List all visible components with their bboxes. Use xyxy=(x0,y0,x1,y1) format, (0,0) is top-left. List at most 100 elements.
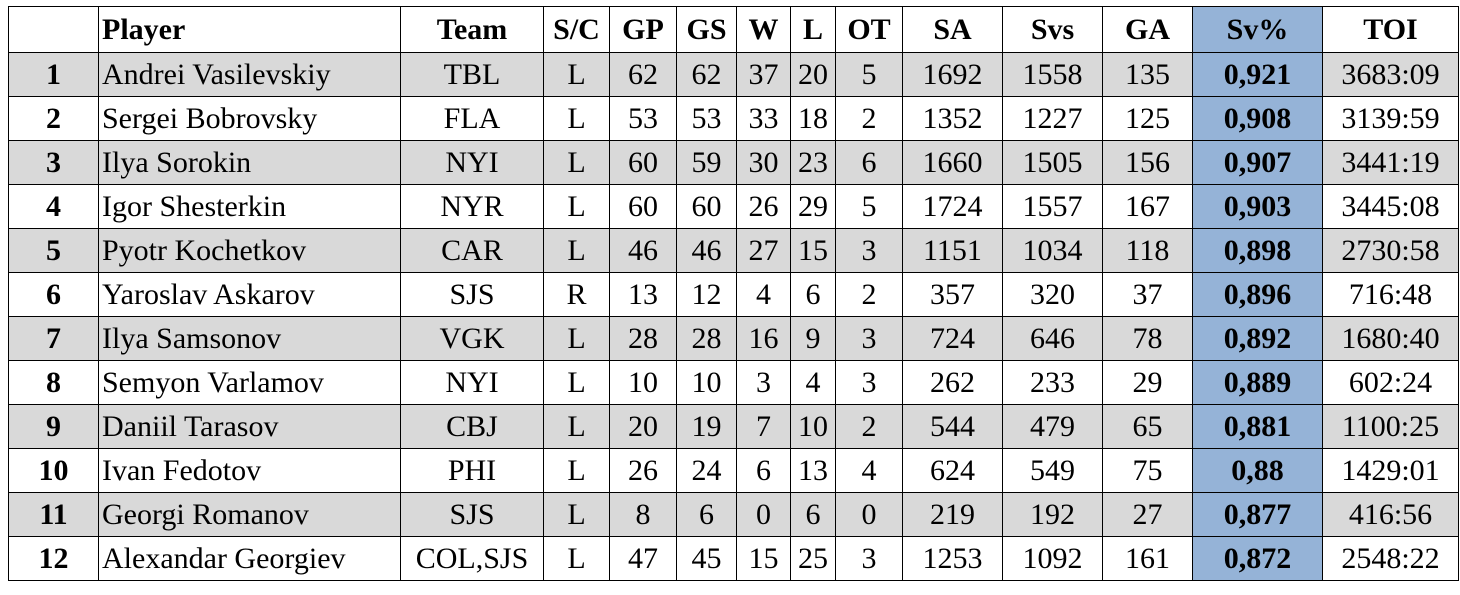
column-header-games-started: GS xyxy=(676,6,737,53)
cell-goals-against: 167 xyxy=(1102,184,1193,229)
cell-games-played: 60 xyxy=(609,140,677,185)
table-row: 5 Pyotr Kochetkov CAR L 46 46 27 15 3 1151 1034 118… xyxy=(8,228,1459,273)
cell-shoots-catches: L xyxy=(543,404,610,449)
cell-games-started: 60 xyxy=(676,184,737,229)
cell-games-started: 59 xyxy=(676,140,737,185)
cell-losses: 23 xyxy=(790,140,836,185)
cell-time-on-ice: 1100:25 xyxy=(1322,404,1459,449)
cell-goals-against: 27 xyxy=(1102,492,1193,537)
column-header-save-percentage: Sv% xyxy=(1192,6,1323,53)
column-header-overtime-losses: OT xyxy=(835,6,903,53)
cell-rank: 7 xyxy=(8,316,99,361)
cell-player: Semyon Varlamov xyxy=(98,360,401,405)
cell-games-started: 19 xyxy=(676,404,737,449)
table-row: 4 Igor Shesterkin NYR L 60 60 26 29 5 1724 1557 167… xyxy=(8,184,1459,229)
cell-shots-against: 1660 xyxy=(902,140,1003,185)
cell-wins: 27 xyxy=(736,228,791,273)
cell-shots-against: 262 xyxy=(902,360,1003,405)
cell-wins: 6 xyxy=(736,448,791,493)
cell-save-percentage: 0,907 xyxy=(1192,140,1323,185)
table-row: 9 Daniil Tarasov CBJ L 20 19 7 10 2 544 479 65 0,881… xyxy=(8,404,1459,449)
cell-rank: 3 xyxy=(8,140,99,185)
cell-losses: 4 xyxy=(790,360,836,405)
cell-player: Sergei Bobrovsky xyxy=(98,96,401,141)
cell-team: NYR xyxy=(400,184,544,229)
cell-save-percentage: 0,892 xyxy=(1192,316,1323,361)
cell-time-on-ice: 3445:08 xyxy=(1322,184,1459,229)
cell-wins: 37 xyxy=(736,52,791,97)
cell-games-started: 53 xyxy=(676,96,737,141)
cell-shoots-catches: L xyxy=(543,52,610,97)
cell-games-played: 62 xyxy=(609,52,677,97)
cell-overtime-losses: 3 xyxy=(835,316,903,361)
cell-overtime-losses: 3 xyxy=(835,360,903,405)
cell-wins: 33 xyxy=(736,96,791,141)
cell-saves: 192 xyxy=(1002,492,1103,537)
cell-goals-against: 161 xyxy=(1102,536,1193,581)
cell-wins: 7 xyxy=(736,404,791,449)
cell-games-started: 12 xyxy=(676,272,737,317)
cell-saves: 1558 xyxy=(1002,52,1103,97)
column-header-team: Team xyxy=(400,6,544,53)
cell-saves: 1557 xyxy=(1002,184,1103,229)
cell-time-on-ice: 3139:59 xyxy=(1322,96,1459,141)
cell-time-on-ice: 2730:58 xyxy=(1322,228,1459,273)
cell-save-percentage: 0,877 xyxy=(1192,492,1323,537)
table-row: 10 Ivan Fedotov PHI L 26 24 6 13 4 624 549 75 0,88 14… xyxy=(8,448,1459,493)
cell-games-played: 13 xyxy=(609,272,677,317)
cell-saves: 479 xyxy=(1002,404,1103,449)
cell-player: Ilya Samsonov xyxy=(98,316,401,361)
cell-goals-against: 37 xyxy=(1102,272,1193,317)
cell-shots-against: 1253 xyxy=(902,536,1003,581)
cell-games-played: 28 xyxy=(609,316,677,361)
cell-player: Ivan Fedotov xyxy=(98,448,401,493)
cell-rank: 8 xyxy=(8,360,99,405)
column-header-rank xyxy=(8,6,99,53)
cell-time-on-ice: 716:48 xyxy=(1322,272,1459,317)
cell-rank: 4 xyxy=(8,184,99,229)
cell-save-percentage: 0,921 xyxy=(1192,52,1323,97)
cell-rank: 5 xyxy=(8,228,99,273)
column-header-games-played: GP xyxy=(609,6,677,53)
cell-shots-against: 1151 xyxy=(902,228,1003,273)
cell-saves: 1505 xyxy=(1002,140,1103,185)
table-row: 7 Ilya Samsonov VGK L 28 28 16 9 3 724 646 78 0,892 1… xyxy=(8,316,1459,361)
cell-overtime-losses: 2 xyxy=(835,272,903,317)
cell-wins: 15 xyxy=(736,536,791,581)
cell-saves: 1092 xyxy=(1002,536,1103,581)
cell-wins: 16 xyxy=(736,316,791,361)
cell-games-played: 8 xyxy=(609,492,677,537)
cell-losses: 29 xyxy=(790,184,836,229)
cell-shoots-catches: L xyxy=(543,228,610,273)
table-row: 6 Yaroslav Askarov SJS R 13 12 4 6 2 357 320 37 0,89… xyxy=(8,272,1459,317)
cell-save-percentage: 0,898 xyxy=(1192,228,1323,273)
cell-losses: 25 xyxy=(790,536,836,581)
cell-goals-against: 78 xyxy=(1102,316,1193,361)
column-header-time-on-ice: TOI xyxy=(1322,6,1459,53)
cell-overtime-losses: 5 xyxy=(835,184,903,229)
cell-team: NYI xyxy=(400,140,544,185)
cell-saves: 320 xyxy=(1002,272,1103,317)
cell-saves: 1227 xyxy=(1002,96,1103,141)
cell-rank: 1 xyxy=(8,52,99,97)
cell-shots-against: 544 xyxy=(902,404,1003,449)
cell-overtime-losses: 2 xyxy=(835,404,903,449)
cell-player: Alexandar Georgiev xyxy=(98,536,401,581)
cell-rank: 11 xyxy=(8,492,99,537)
cell-goals-against: 118 xyxy=(1102,228,1193,273)
cell-shoots-catches: L xyxy=(543,448,610,493)
cell-rank: 10 xyxy=(8,448,99,493)
cell-time-on-ice: 3441:19 xyxy=(1322,140,1459,185)
cell-player: Georgi Romanov xyxy=(98,492,401,537)
table-row: 2 Sergei Bobrovsky FLA L 53 53 33 18 2 1352 1227 12… xyxy=(8,96,1459,141)
cell-time-on-ice: 416:56 xyxy=(1322,492,1459,537)
cell-shoots-catches: R xyxy=(543,272,610,317)
cell-team: NYI xyxy=(400,360,544,405)
cell-save-percentage: 0,889 xyxy=(1192,360,1323,405)
cell-shots-against: 1724 xyxy=(902,184,1003,229)
cell-wins: 0 xyxy=(736,492,791,537)
cell-losses: 6 xyxy=(790,492,836,537)
cell-shoots-catches: L xyxy=(543,96,610,141)
cell-games-started: 6 xyxy=(676,492,737,537)
cell-goals-against: 29 xyxy=(1102,360,1193,405)
